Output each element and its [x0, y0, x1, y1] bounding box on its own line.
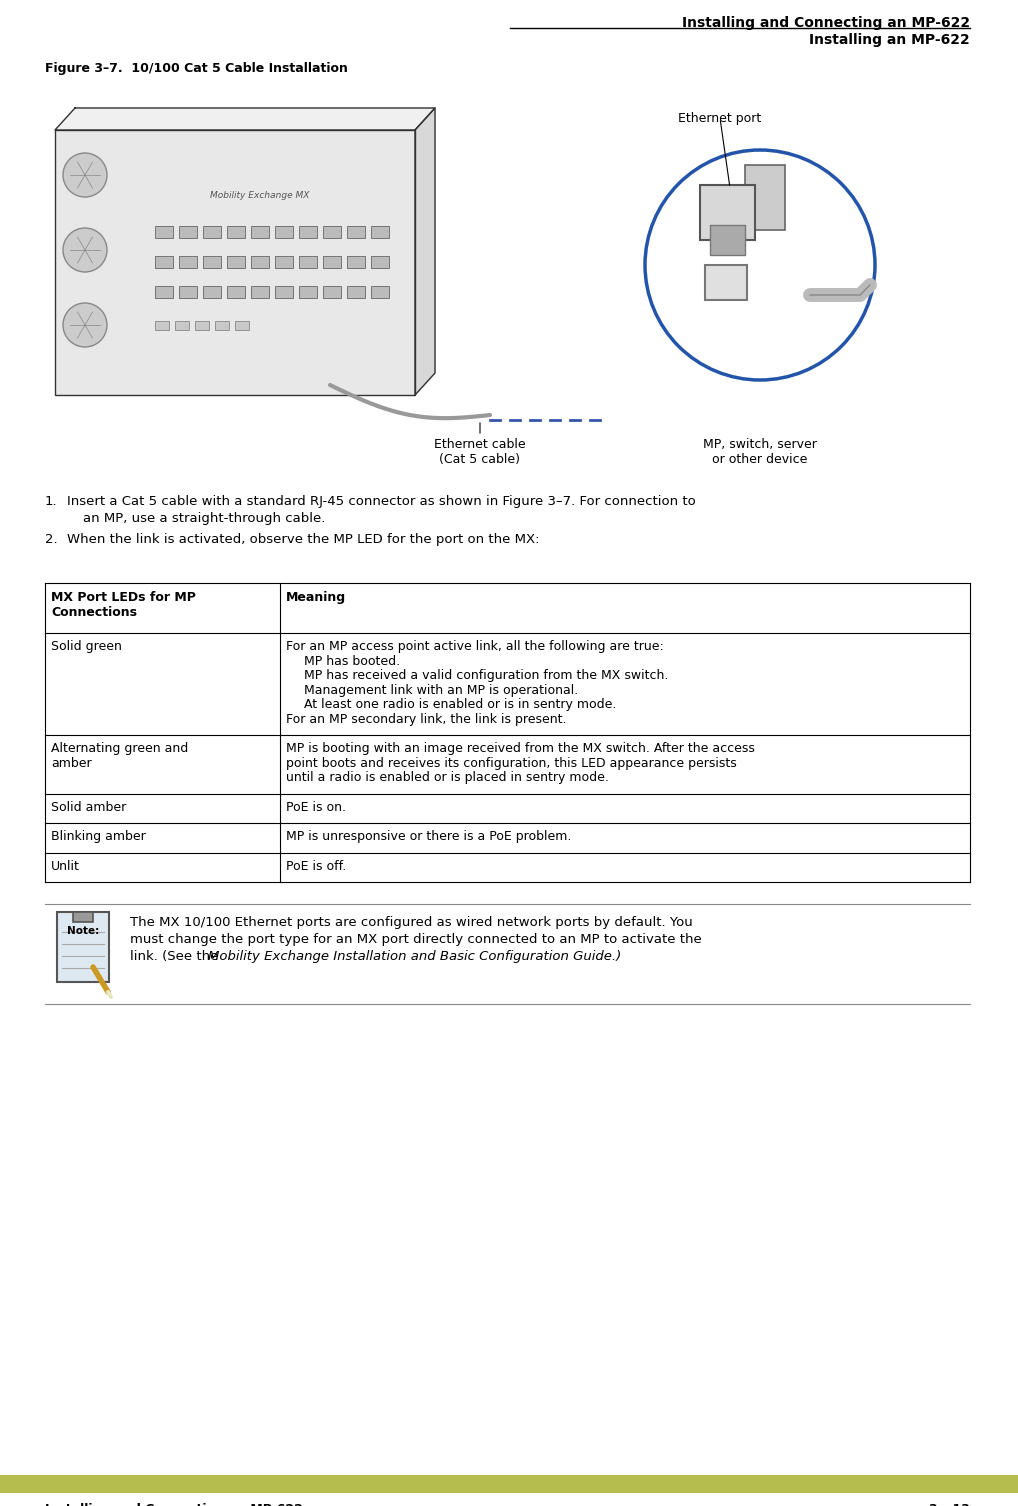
Text: Ethernet cable: Ethernet cable — [435, 438, 526, 450]
Text: PoE is off.: PoE is off. — [286, 860, 346, 872]
Text: Mobility Exchange Installation and Basic Configuration Guide.): Mobility Exchange Installation and Basic… — [208, 950, 621, 962]
Bar — [299, 226, 317, 238]
Bar — [155, 321, 169, 330]
Text: For an MP secondary link, the link is present.: For an MP secondary link, the link is pr… — [286, 712, 566, 726]
Text: Meaning: Meaning — [286, 590, 346, 604]
Bar — [251, 286, 269, 298]
Bar — [179, 286, 197, 298]
Text: or other device: or other device — [713, 453, 807, 465]
Text: (Cat 5 cable): (Cat 5 cable) — [440, 453, 520, 465]
Text: MP is unresponsive or there is a PoE problem.: MP is unresponsive or there is a PoE pro… — [286, 830, 571, 843]
Circle shape — [63, 227, 107, 273]
Polygon shape — [55, 108, 435, 130]
Text: Installing an MP-622: Installing an MP-622 — [809, 33, 970, 47]
Text: MP is booting with an image received from the MX switch. After the access: MP is booting with an image received fro… — [286, 742, 755, 755]
Bar — [745, 166, 785, 230]
Bar — [155, 286, 173, 298]
Bar — [275, 286, 293, 298]
Text: PoE is on.: PoE is on. — [286, 801, 346, 813]
Bar — [371, 226, 389, 238]
Bar — [323, 256, 341, 268]
Text: Installing and Connecting an MP-622: Installing and Connecting an MP-622 — [45, 1503, 303, 1506]
Text: Blinking amber: Blinking amber — [51, 830, 146, 843]
Bar — [57, 913, 109, 982]
Text: 2.: 2. — [45, 533, 58, 547]
Bar — [203, 226, 221, 238]
Bar — [299, 256, 317, 268]
Text: link. (See the: link. (See the — [130, 950, 223, 962]
Bar — [705, 265, 747, 300]
Bar — [203, 256, 221, 268]
Text: When the link is activated, observe the MP LED for the port on the MX:: When the link is activated, observe the … — [67, 533, 540, 547]
Bar — [371, 256, 389, 268]
Bar — [323, 226, 341, 238]
Text: Solid amber: Solid amber — [51, 801, 126, 813]
Text: MP, switch, server: MP, switch, server — [703, 438, 816, 450]
Text: The MX 10/100 Ethernet ports are configured as wired network ports by default. Y: The MX 10/100 Ethernet ports are configu… — [130, 916, 693, 929]
Text: MP has booted.: MP has booted. — [304, 655, 400, 667]
Bar — [251, 226, 269, 238]
Bar — [179, 256, 197, 268]
Bar — [347, 256, 365, 268]
Bar — [251, 256, 269, 268]
Bar — [155, 256, 173, 268]
Text: Note:: Note: — [67, 926, 99, 937]
Bar — [700, 185, 755, 239]
Text: Management link with an MP is operational.: Management link with an MP is operationa… — [304, 684, 578, 696]
Bar — [175, 321, 189, 330]
Bar — [0, 1474, 1018, 1492]
Text: Installing and Connecting an MP-622: Installing and Connecting an MP-622 — [682, 17, 970, 30]
Bar — [195, 321, 209, 330]
Bar — [73, 913, 93, 922]
Bar — [235, 321, 249, 330]
Bar — [275, 256, 293, 268]
Bar — [347, 286, 365, 298]
Text: At least one radio is enabled or is in sentry mode.: At least one radio is enabled or is in s… — [304, 697, 616, 711]
Bar — [203, 286, 221, 298]
Text: an MP, use a straight-through cable.: an MP, use a straight-through cable. — [83, 512, 326, 526]
Bar — [371, 286, 389, 298]
Text: Ethernet port: Ethernet port — [678, 111, 761, 125]
Text: point boots and receives its configuration, this LED appearance persists: point boots and receives its configurati… — [286, 756, 737, 770]
Bar — [275, 226, 293, 238]
Text: Solid green: Solid green — [51, 640, 122, 654]
Text: Alternating green and
amber: Alternating green and amber — [51, 742, 188, 770]
Bar — [215, 321, 229, 330]
Text: Figure 3–7.  10/100 Cat 5 Cable Installation: Figure 3–7. 10/100 Cat 5 Cable Installat… — [45, 62, 348, 75]
Text: 3 – 13: 3 – 13 — [929, 1503, 970, 1506]
Text: until a radio is enabled or is placed in sentry mode.: until a radio is enabled or is placed in… — [286, 771, 609, 785]
Text: MX Port LEDs for MP
Connections: MX Port LEDs for MP Connections — [51, 590, 195, 619]
Text: MP has received a valid configuration from the MX switch.: MP has received a valid configuration fr… — [304, 669, 669, 682]
Bar — [227, 256, 245, 268]
Text: 1.: 1. — [45, 495, 58, 508]
Bar — [155, 226, 173, 238]
Text: For an MP access point active link, all the following are true:: For an MP access point active link, all … — [286, 640, 664, 654]
Bar — [227, 286, 245, 298]
Bar — [710, 224, 745, 255]
Bar — [179, 226, 197, 238]
Bar — [55, 130, 415, 395]
Bar — [227, 226, 245, 238]
Text: must change the port type for an MX port directly connected to an MP to activate: must change the port type for an MX port… — [130, 934, 701, 946]
Circle shape — [63, 154, 107, 197]
Bar — [299, 286, 317, 298]
Text: Insert a Cat 5 cable with a standard RJ-45 connector as shown in Figure 3–7. For: Insert a Cat 5 cable with a standard RJ-… — [67, 495, 695, 508]
Circle shape — [63, 303, 107, 346]
Text: Mobility Exchange MX: Mobility Exchange MX — [211, 190, 309, 199]
Polygon shape — [415, 108, 435, 395]
Text: Unlit: Unlit — [51, 860, 79, 872]
Bar — [323, 286, 341, 298]
Circle shape — [645, 151, 875, 380]
Bar — [347, 226, 365, 238]
